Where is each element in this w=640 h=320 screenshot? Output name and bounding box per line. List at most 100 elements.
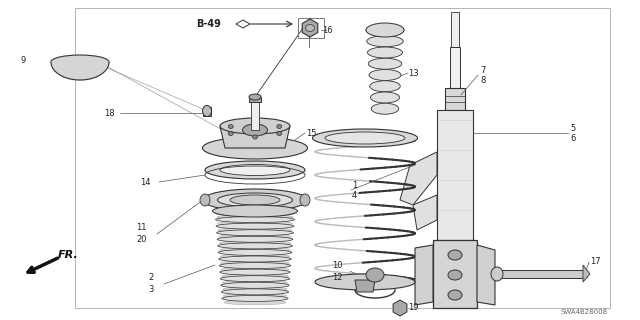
Ellipse shape — [216, 230, 293, 236]
Ellipse shape — [448, 250, 462, 260]
Text: 15: 15 — [306, 129, 317, 138]
Ellipse shape — [371, 92, 399, 103]
Polygon shape — [400, 152, 437, 205]
Ellipse shape — [448, 290, 462, 300]
Ellipse shape — [218, 221, 292, 226]
Ellipse shape — [312, 129, 417, 147]
Ellipse shape — [370, 81, 400, 92]
Text: 7: 7 — [480, 66, 485, 75]
Text: 18: 18 — [104, 108, 115, 117]
Text: 1: 1 — [352, 180, 357, 189]
Ellipse shape — [222, 274, 288, 279]
Ellipse shape — [228, 132, 233, 135]
Ellipse shape — [371, 103, 399, 114]
Text: 8: 8 — [480, 76, 485, 84]
Text: 5: 5 — [570, 124, 575, 132]
Text: 3: 3 — [148, 285, 154, 294]
Ellipse shape — [205, 161, 305, 179]
Text: 9: 9 — [20, 55, 25, 65]
Ellipse shape — [202, 106, 211, 116]
Ellipse shape — [219, 256, 291, 262]
Ellipse shape — [218, 193, 292, 207]
Ellipse shape — [300, 194, 310, 206]
Polygon shape — [477, 245, 495, 305]
Ellipse shape — [219, 241, 291, 246]
Ellipse shape — [51, 55, 109, 69]
Ellipse shape — [230, 195, 280, 205]
Text: 19: 19 — [408, 303, 419, 313]
Ellipse shape — [217, 214, 293, 220]
Ellipse shape — [212, 205, 298, 217]
Polygon shape — [249, 97, 261, 102]
Text: 17: 17 — [590, 258, 600, 267]
Polygon shape — [413, 195, 437, 230]
Ellipse shape — [491, 267, 503, 281]
Ellipse shape — [218, 243, 292, 249]
Bar — [451, 12, 459, 47]
Ellipse shape — [216, 217, 294, 223]
Ellipse shape — [366, 268, 384, 282]
Ellipse shape — [325, 132, 405, 144]
Text: 10: 10 — [332, 260, 342, 269]
Ellipse shape — [220, 164, 290, 175]
Ellipse shape — [253, 121, 257, 125]
Bar — [75, 8, 610, 308]
Ellipse shape — [200, 194, 210, 206]
Ellipse shape — [369, 69, 401, 81]
Ellipse shape — [249, 94, 261, 100]
Bar — [495, 270, 585, 278]
Bar — [298, 18, 324, 38]
Ellipse shape — [220, 269, 290, 275]
Text: 16: 16 — [322, 26, 333, 35]
Text: 4: 4 — [352, 191, 357, 201]
Ellipse shape — [276, 124, 282, 129]
Ellipse shape — [218, 228, 292, 233]
Ellipse shape — [221, 282, 289, 288]
Ellipse shape — [315, 274, 415, 290]
Ellipse shape — [367, 36, 403, 47]
Text: 14: 14 — [140, 178, 150, 187]
Polygon shape — [583, 265, 590, 282]
Ellipse shape — [215, 210, 295, 216]
Text: SWA4B28008: SWA4B28008 — [561, 309, 608, 315]
Ellipse shape — [224, 300, 286, 305]
Ellipse shape — [221, 267, 289, 272]
Ellipse shape — [222, 295, 288, 301]
Ellipse shape — [220, 118, 290, 134]
Text: 2: 2 — [148, 274, 153, 283]
Text: FR.: FR. — [58, 250, 79, 260]
Ellipse shape — [202, 189, 307, 211]
Ellipse shape — [243, 124, 268, 136]
Ellipse shape — [222, 280, 287, 285]
Bar — [437, 110, 473, 240]
Text: B-49: B-49 — [196, 19, 221, 29]
Ellipse shape — [220, 263, 291, 268]
Polygon shape — [415, 245, 433, 305]
Ellipse shape — [221, 289, 289, 295]
Text: 12: 12 — [332, 273, 342, 282]
Ellipse shape — [220, 247, 291, 252]
Polygon shape — [220, 126, 290, 148]
Ellipse shape — [202, 137, 307, 159]
Polygon shape — [236, 20, 250, 28]
Ellipse shape — [228, 124, 233, 129]
Ellipse shape — [305, 25, 314, 31]
Text: 13: 13 — [408, 68, 419, 77]
Polygon shape — [302, 19, 318, 37]
Ellipse shape — [220, 254, 290, 259]
Polygon shape — [393, 300, 407, 316]
Bar — [450, 47, 460, 142]
Ellipse shape — [219, 234, 291, 239]
Ellipse shape — [367, 47, 403, 58]
Ellipse shape — [368, 58, 402, 69]
Ellipse shape — [366, 23, 404, 37]
Ellipse shape — [221, 260, 289, 266]
Polygon shape — [51, 62, 109, 80]
Ellipse shape — [216, 223, 294, 229]
Polygon shape — [203, 107, 211, 116]
Text: 11: 11 — [136, 223, 147, 233]
Ellipse shape — [217, 236, 293, 242]
Ellipse shape — [276, 132, 282, 135]
Bar — [298, 18, 324, 38]
Ellipse shape — [223, 287, 287, 292]
